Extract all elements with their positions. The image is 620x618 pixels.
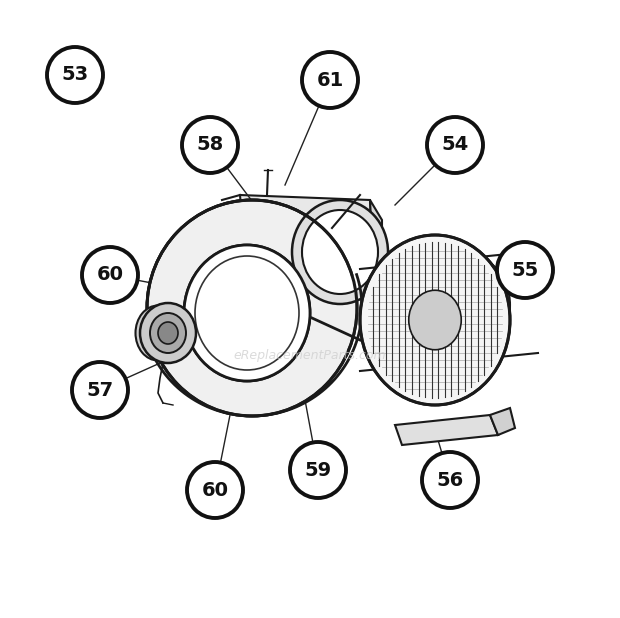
- Ellipse shape: [150, 313, 186, 353]
- Ellipse shape: [302, 210, 378, 294]
- Circle shape: [182, 117, 238, 173]
- Circle shape: [72, 362, 128, 418]
- Polygon shape: [490, 408, 515, 435]
- Circle shape: [422, 452, 478, 508]
- Text: 57: 57: [86, 381, 113, 399]
- Text: 53: 53: [61, 66, 89, 85]
- Circle shape: [497, 242, 553, 298]
- Text: 56: 56: [436, 470, 464, 489]
- Ellipse shape: [158, 322, 178, 344]
- Polygon shape: [395, 415, 498, 445]
- Ellipse shape: [147, 200, 357, 416]
- Polygon shape: [370, 200, 382, 315]
- Text: 61: 61: [316, 70, 343, 90]
- Ellipse shape: [360, 235, 510, 405]
- Text: 55: 55: [512, 261, 539, 279]
- Ellipse shape: [140, 303, 196, 363]
- Ellipse shape: [420, 254, 510, 356]
- Text: 59: 59: [304, 460, 332, 480]
- Text: 60: 60: [202, 481, 229, 499]
- Polygon shape: [240, 195, 375, 295]
- Circle shape: [302, 52, 358, 108]
- Circle shape: [47, 47, 103, 103]
- Text: 60: 60: [97, 266, 123, 284]
- Ellipse shape: [409, 290, 461, 350]
- Text: 58: 58: [197, 135, 224, 154]
- Ellipse shape: [136, 305, 180, 360]
- Circle shape: [187, 462, 243, 518]
- Circle shape: [427, 117, 483, 173]
- Text: eReplacementParts.com: eReplacementParts.com: [234, 349, 386, 362]
- Circle shape: [82, 247, 138, 303]
- Ellipse shape: [184, 245, 310, 381]
- Ellipse shape: [184, 245, 310, 381]
- Circle shape: [290, 442, 346, 498]
- Text: 54: 54: [441, 135, 469, 154]
- Ellipse shape: [292, 200, 388, 304]
